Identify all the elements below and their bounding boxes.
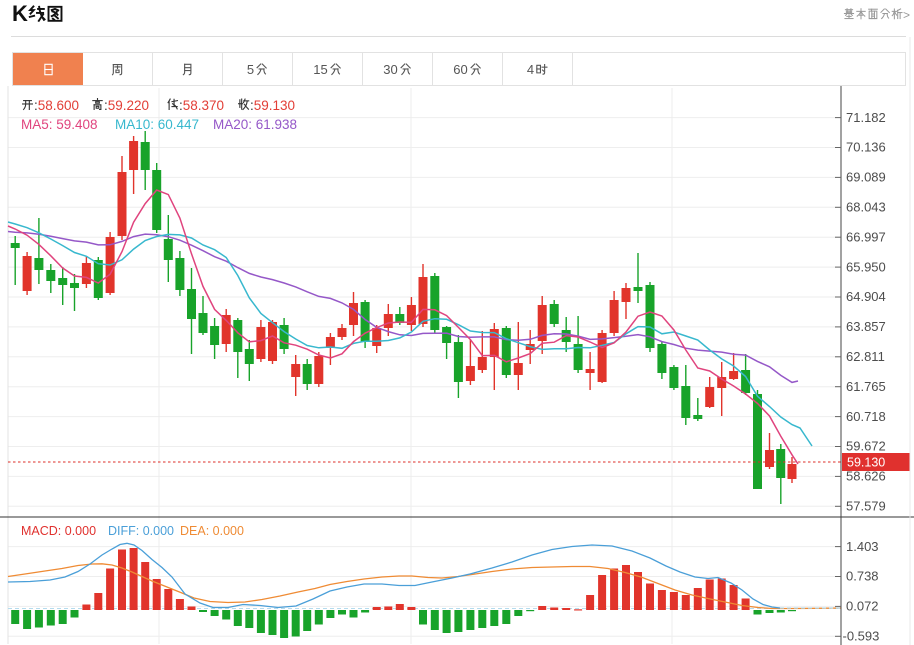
svg-text:1.403: 1.403 (846, 539, 879, 554)
svg-text:58.626: 58.626 (846, 469, 886, 484)
svg-text:61.765: 61.765 (846, 379, 886, 394)
svg-text:65.950: 65.950 (846, 259, 886, 274)
svg-text:59.130: 59.130 (847, 456, 885, 470)
svg-text:64.904: 64.904 (846, 289, 886, 304)
svg-text:-0.593: -0.593 (843, 629, 880, 644)
svg-text:68.043: 68.043 (846, 200, 886, 215)
svg-text:66.997: 66.997 (846, 229, 886, 244)
svg-text:71.182: 71.182 (846, 110, 886, 125)
svg-text:62.811: 62.811 (846, 349, 885, 364)
svg-text:63.857: 63.857 (846, 319, 886, 334)
svg-text:60.718: 60.718 (846, 409, 886, 424)
svg-text:70.136: 70.136 (846, 140, 886, 155)
svg-text:0.072: 0.072 (846, 599, 879, 614)
svg-text:59.672: 59.672 (846, 439, 886, 454)
svg-text:69.089: 69.089 (846, 170, 886, 185)
svg-text:57.579: 57.579 (846, 499, 886, 514)
svg-text:0.738: 0.738 (846, 569, 879, 584)
